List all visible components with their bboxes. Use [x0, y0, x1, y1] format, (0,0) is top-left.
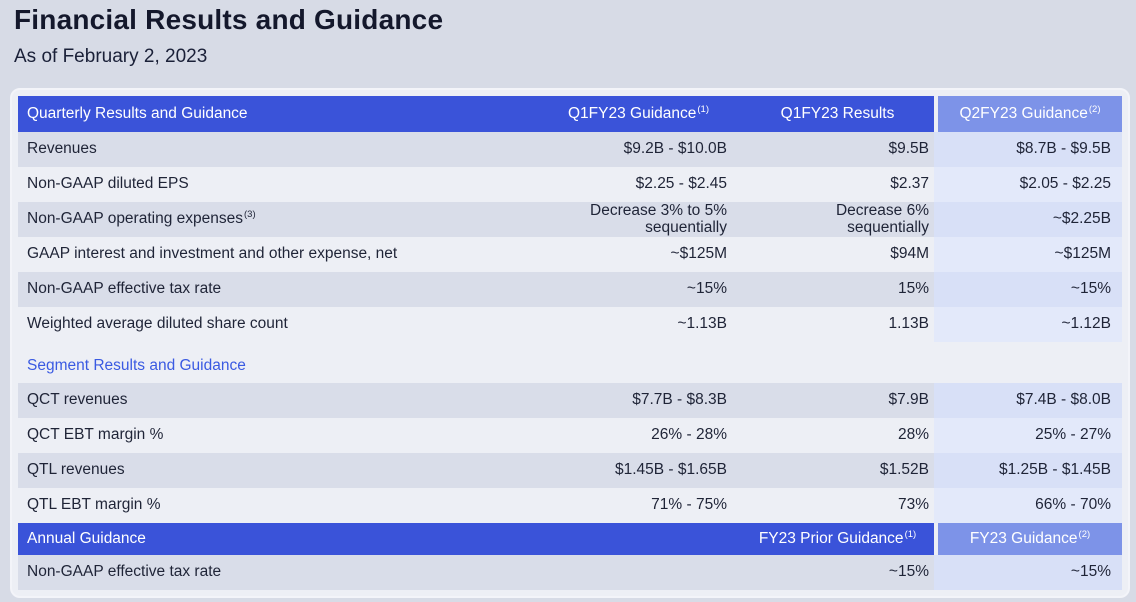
table-row: QCT EBT margin % 26% - 28% 28% 25% - 27%: [18, 418, 1122, 453]
table-row: Weighted average diluted share count ~1.1…: [18, 307, 1122, 342]
cell-value: ~15%: [741, 555, 934, 590]
column-header: FY23 Prior Guidance(1): [741, 523, 934, 555]
table-row: Non-GAAP diluted EPS $2.25 - $2.45 $2.37 $2…: [18, 167, 1122, 202]
row-label: Non-GAAP diluted EPS: [18, 167, 536, 202]
table-row: QTL EBT margin % 71% - 75% 73% 66% - 70%: [18, 488, 1122, 523]
column-header: Q1FY23 Guidance(1): [536, 96, 741, 132]
cell-value: $2.05 - $2.25: [934, 167, 1122, 202]
cell-value: ~15%: [934, 272, 1122, 307]
cell-value: $2.37: [741, 167, 934, 202]
table-header-row: Annual Guidance FY23 Prior Guidance(1) FY2…: [18, 523, 1122, 555]
cell-value: 66% - 70%: [934, 488, 1122, 523]
cell-value: $7.7B - $8.3B: [536, 383, 741, 418]
row-label: QCT revenues: [18, 383, 536, 418]
table-row: QTL revenues $1.45B - $1.65B $1.52B $1.25B …: [18, 453, 1122, 488]
cell-value: $9.5B: [741, 132, 934, 167]
results-table: Quarterly Results and Guidance Q1FY23 Gui…: [18, 96, 1122, 590]
column-header: [536, 523, 741, 555]
cell-value: [536, 555, 741, 590]
cell-value: $7.9B: [741, 383, 934, 418]
row-label: Revenues: [18, 132, 536, 167]
table-header-label: Annual Guidance: [18, 523, 536, 555]
row-label: Weighted average diluted share count: [18, 307, 536, 342]
section-header-label: Segment Results and Guidance: [27, 357, 246, 375]
cell-value: ~1.12B: [934, 307, 1122, 342]
cell-value: ~$2.25B: [934, 202, 1122, 237]
row-label: GAAP interest and investment and other e…: [18, 237, 536, 272]
cell-value: ~1.13B: [536, 307, 741, 342]
footnote-marker: (2): [1088, 103, 1101, 115]
footnote-marker: (3): [244, 209, 256, 221]
table-row: Non-GAAP operating expenses(3) Decrease 3…: [18, 202, 1122, 237]
cell-value: $9.2B - $10.0B: [536, 132, 741, 167]
page-title: Financial Results and Guidance: [14, 4, 444, 35]
table-row: Non-GAAP effective tax rate ~15% ~15%: [18, 555, 1122, 590]
cell-value: 26% - 28%: [536, 418, 741, 453]
cell-value: 15%: [741, 272, 934, 307]
cell-value: Decrease 3% to 5% sequentially: [536, 202, 741, 237]
cell-value: ~$125M: [934, 237, 1122, 272]
table-row: QCT revenues $7.7B - $8.3B $7.9B $7.4B - $8…: [18, 383, 1122, 418]
row-label: Non-GAAP effective tax rate: [18, 272, 536, 307]
column-header: Q1FY23 Results: [741, 96, 934, 132]
cell-value: 28%: [741, 418, 934, 453]
table-row: Non-GAAP effective tax rate ~15% 15% ~15%: [18, 272, 1122, 307]
footnote-marker: (1): [697, 103, 709, 115]
results-card: Quarterly Results and Guidance Q1FY23 Gui…: [10, 88, 1130, 598]
row-label: Non-GAAP effective tax rate: [18, 555, 536, 590]
footnote-marker: (1): [904, 528, 917, 540]
cell-value: $94M: [741, 237, 934, 272]
footnote-marker: (2): [1078, 528, 1091, 540]
column-header: FY23 Guidance(2): [934, 523, 1122, 555]
row-label: QTL revenues: [18, 453, 536, 488]
cell-value: $7.4B - $8.0B: [934, 383, 1122, 418]
table-row: Revenues $9.2B - $10.0B $9.5B $8.7B - $9.5B: [18, 132, 1122, 167]
cell-value: ~15%: [934, 555, 1122, 590]
cell-value: ~15%: [536, 272, 741, 307]
column-header: Q2FY23 Guidance(2): [934, 96, 1122, 132]
cell-value: $8.7B - $9.5B: [934, 132, 1122, 167]
cell-value: $1.25B - $1.45B: [934, 453, 1122, 488]
cell-value: 1.13B: [741, 307, 934, 342]
section-header-row: Segment Results and Guidance: [18, 342, 1122, 383]
table-header-label: Quarterly Results and Guidance: [18, 96, 536, 132]
cell-value: 73%: [741, 488, 934, 523]
row-label: QTL EBT margin %: [18, 488, 536, 523]
row-label: Non-GAAP operating expenses(3): [18, 202, 536, 237]
table-header-row: Quarterly Results and Guidance Q1FY23 Gui…: [18, 96, 1122, 132]
cell-value: 25% - 27%: [934, 418, 1122, 453]
cell-value: ~$125M: [536, 237, 741, 272]
page-subtitle: As of February 2, 2023: [14, 46, 208, 67]
table-row: GAAP interest and investment and other e…: [18, 237, 1122, 272]
cell-value: 71% - 75%: [536, 488, 741, 523]
cell-value: $1.45B - $1.65B: [536, 453, 741, 488]
cell-value: $1.52B: [741, 453, 934, 488]
cell-value: $2.25 - $2.45: [536, 167, 741, 202]
row-label: QCT EBT margin %: [18, 418, 536, 453]
cell-value: Decrease 6% sequentially: [741, 202, 934, 237]
